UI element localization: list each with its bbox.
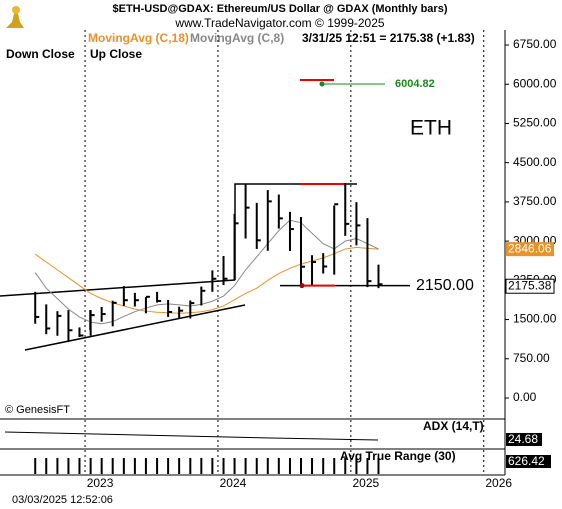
price-tag-label: 2846.06 [508, 241, 552, 255]
y-tick-label: 5250.00 [513, 116, 557, 130]
y-tick-label: 750.00 [513, 351, 550, 365]
subtitle: www.TradeNavigator.com © 1999-2025 [174, 16, 384, 30]
x-tick-label: 2023 [87, 476, 114, 490]
price-tag-label: 2175.38 [508, 278, 552, 292]
legend-down: Down Close [6, 47, 75, 61]
adx-label: ADX (14,T) [423, 419, 484, 433]
y-tick-label: 6000.00 [513, 76, 557, 90]
copyright: © GenesisFT [5, 404, 70, 416]
adx-line [4, 431, 379, 441]
moving-average-line [34, 219, 379, 325]
price-tag [506, 242, 554, 257]
level-label: 2150.00 [416, 277, 474, 294]
target-dot [319, 81, 325, 87]
timestamp: 03/03/2025 12:52:06 [12, 494, 113, 506]
price-tag [505, 278, 555, 294]
atr-label: Avg True Range (30) [340, 449, 456, 463]
moving-average-line [34, 246, 379, 314]
x-tick-label: 2026 [485, 476, 512, 490]
y-tick-label: 4500.00 [513, 155, 557, 169]
legend-entry: MovingAvg (C,8) [190, 31, 284, 45]
logo [6, 6, 24, 28]
quote: 3/31/25 12:51 = 2175.38 (+1.83) [302, 31, 475, 45]
adx-value: 24.68 [508, 432, 538, 446]
atr-tag [506, 455, 551, 468]
x-tick-label: 2024 [220, 476, 247, 490]
x-tick-label: 2025 [352, 476, 379, 490]
symbol-label: ETH [410, 117, 452, 140]
y-tick-label: 3750.00 [513, 194, 557, 208]
target-label: 6004.82 [395, 78, 435, 90]
legend-entry: MovingAvg (C,18) [88, 31, 189, 45]
atr-value: 626.42 [508, 454, 545, 468]
y-tick-label: 6750.00 [513, 37, 557, 51]
chart-title: $ETH-USD@GDAX: Ethereum/US Dollar @ GDAX… [113, 3, 448, 15]
legend-up: Up Close [90, 47, 142, 61]
adx-tag [506, 433, 542, 446]
level-dot [299, 283, 305, 289]
y-tick-label: 1500.00 [513, 312, 557, 326]
y-tick-label: 0.00 [513, 390, 537, 404]
